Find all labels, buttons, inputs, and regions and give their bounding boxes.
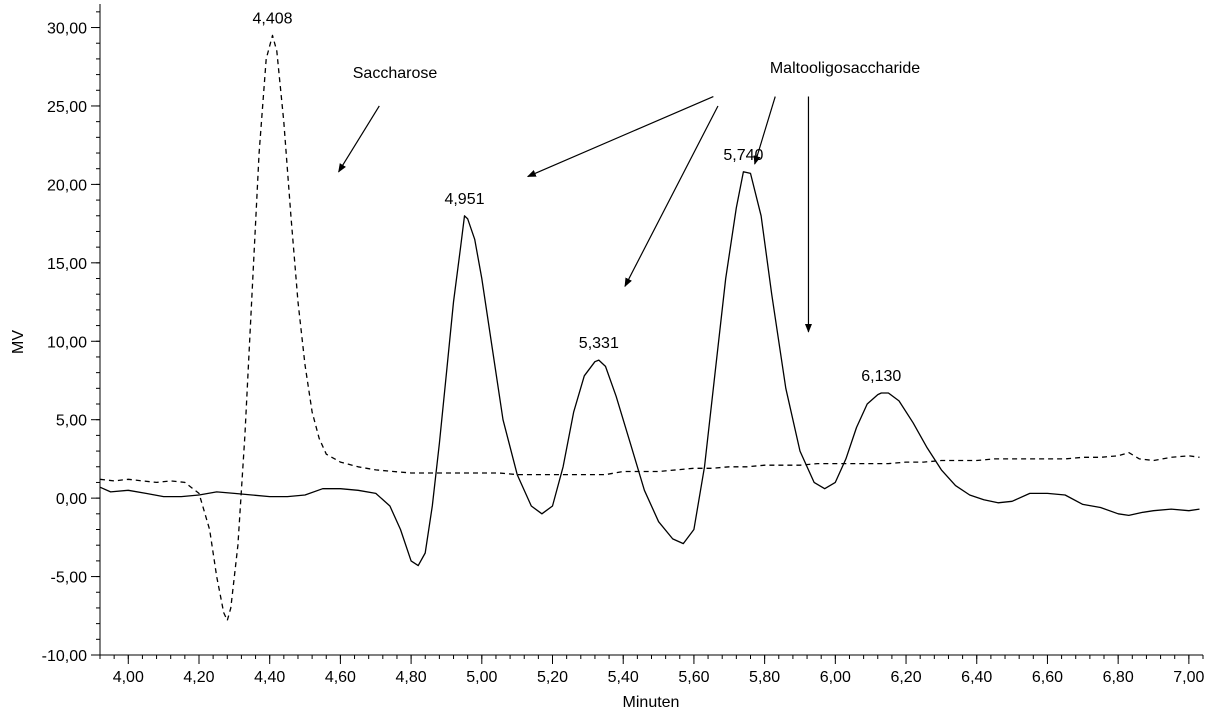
- x-tick-label: 5,00: [466, 669, 497, 686]
- x-tick-label: 4,80: [396, 669, 427, 686]
- x-tick-label: 4,40: [254, 669, 285, 686]
- annotation-arrow: [753, 96, 776, 165]
- y-axis-title: MV: [10, 330, 27, 354]
- annotation-layer: Saccharose Maltooligosaccharide: [338, 60, 920, 333]
- y-tick-label: 20,00: [47, 177, 87, 194]
- peak-label: 5,331: [579, 335, 619, 352]
- x-tick-label: 6,80: [1103, 669, 1134, 686]
- x-tick-label: 6,40: [961, 669, 992, 686]
- x-tick-label: 5,60: [678, 669, 709, 686]
- y-tick-label: 5,00: [56, 413, 87, 430]
- x-tick-label: 5,80: [749, 669, 780, 686]
- x-tick-label: 4,20: [183, 669, 214, 686]
- labels-layer: 4,408 4,951 5,331 5,740 6,130: [252, 10, 901, 385]
- y-tick-label: 25,00: [47, 99, 87, 116]
- x-tick-label: 5,20: [537, 669, 568, 686]
- x-tick-label: 6,20: [890, 669, 921, 686]
- y-tick-label: 0,00: [56, 491, 87, 508]
- x-tick-label: 6,60: [1032, 669, 1063, 686]
- peak-label: 5,740: [723, 147, 763, 164]
- x-tick-label: 5,40: [608, 669, 639, 686]
- peak-label: 6,130: [861, 368, 901, 385]
- annotation-arrow: [338, 105, 380, 173]
- y-tick-label: 10,00: [47, 334, 87, 351]
- axes: -10,00 -5,00 0,00 5,00 10,00 15,00 20,00 25,00 3…: [42, 4, 1205, 686]
- series-layer: [99, 34, 1200, 622]
- annotation-maltooligosaccharide-label: Maltooligosaccharide: [770, 60, 920, 77]
- series-line-solid: [99, 171, 1200, 567]
- y-tick-label: 15,00: [47, 256, 87, 273]
- y-tick-label: -5,00: [51, 570, 88, 587]
- x-axis-title: Minuten: [623, 694, 680, 709]
- peak-label: 4,408: [252, 10, 292, 27]
- x-tick-label: 6,00: [820, 669, 851, 686]
- x-tick-label: 4,60: [325, 669, 356, 686]
- y-tick-label: 30,00: [47, 21, 87, 38]
- x-tick-label: 7,00: [1173, 669, 1204, 686]
- x-tick-label: 4,00: [113, 669, 144, 686]
- series-line-dashed: [99, 34, 1200, 622]
- annotation-saccharose-label: Saccharose: [353, 65, 438, 82]
- annotation-arrow: [526, 96, 714, 178]
- peak-label: 4,951: [444, 191, 484, 208]
- annotation-arrow: [624, 105, 719, 288]
- y-tick-label: -10,00: [42, 648, 87, 665]
